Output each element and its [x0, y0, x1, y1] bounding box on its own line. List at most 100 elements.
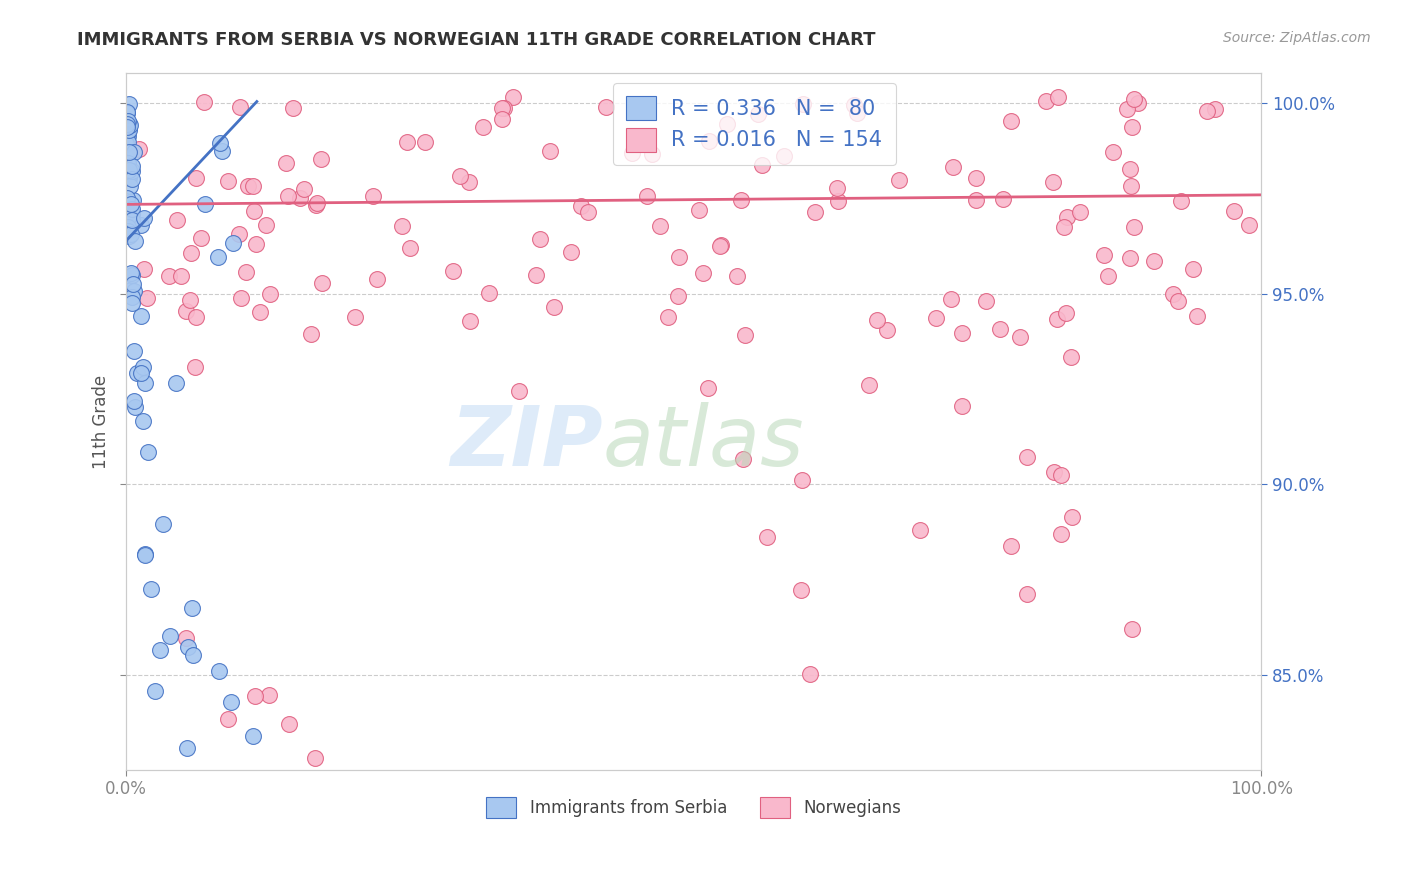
Point: [122, 343, 145, 358]
Point: [117, 191, 139, 205]
Point: [1170, 194, 1192, 208]
Point: [858, 378, 880, 392]
Point: [1121, 623, 1143, 637]
Point: [399, 241, 422, 255]
Point: [845, 105, 868, 120]
Point: [492, 101, 515, 115]
Point: [1069, 204, 1091, 219]
Point: [120, 227, 142, 241]
Text: atlas: atlas: [603, 402, 804, 483]
Point: [942, 160, 965, 174]
Point: [217, 174, 239, 188]
Point: [710, 238, 733, 252]
Point: [1167, 293, 1189, 308]
Point: [560, 244, 582, 259]
Point: [176, 640, 198, 655]
Point: [121, 296, 143, 310]
Point: [115, 118, 138, 132]
Point: [950, 326, 973, 340]
Point: [641, 146, 664, 161]
Point: [650, 219, 672, 233]
Point: [242, 178, 264, 193]
Point: [222, 236, 245, 251]
Point: [121, 159, 143, 173]
Point: [1101, 145, 1123, 160]
Point: [245, 237, 267, 252]
Point: [1122, 92, 1144, 106]
Point: [165, 376, 187, 391]
Point: [117, 114, 139, 128]
Point: [159, 629, 181, 643]
Point: [238, 178, 260, 193]
Point: [804, 205, 827, 219]
Point: [1187, 309, 1209, 323]
Point: [413, 135, 436, 149]
Point: [668, 251, 690, 265]
Point: [254, 218, 277, 232]
Point: [134, 548, 156, 562]
Point: [128, 142, 150, 156]
Point: [309, 152, 332, 166]
Point: [118, 122, 141, 136]
Point: [363, 188, 385, 202]
Point: [311, 276, 333, 290]
Point: [491, 102, 513, 116]
Point: [543, 300, 565, 314]
Point: [117, 170, 139, 185]
Point: [529, 231, 551, 245]
Point: [157, 268, 180, 283]
Point: [149, 642, 172, 657]
Point: [747, 106, 769, 120]
Point: [125, 366, 148, 380]
Point: [115, 115, 138, 129]
Point: [115, 104, 138, 119]
Point: [472, 120, 495, 134]
Point: [595, 100, 617, 114]
Point: [129, 366, 152, 380]
Point: [207, 250, 229, 264]
Point: [166, 213, 188, 227]
Point: [866, 313, 889, 327]
Point: [115, 136, 138, 151]
Point: [1035, 94, 1057, 108]
Point: [118, 171, 141, 186]
Point: [1121, 120, 1143, 135]
Point: [305, 197, 328, 211]
Point: [194, 197, 217, 211]
Point: [1000, 114, 1022, 128]
Point: [117, 117, 139, 131]
Point: [118, 179, 141, 194]
Point: [441, 263, 464, 277]
Point: [186, 170, 208, 185]
Point: [731, 451, 754, 466]
Point: [143, 684, 166, 698]
Point: [288, 191, 311, 205]
Point: [772, 149, 794, 163]
Point: [876, 323, 898, 337]
Point: [121, 213, 143, 227]
Point: [176, 741, 198, 756]
Point: [121, 268, 143, 282]
Point: [578, 205, 600, 219]
Point: [458, 314, 481, 328]
Point: [751, 158, 773, 172]
Point: [115, 120, 138, 134]
Point: [179, 293, 201, 308]
Point: [1128, 95, 1150, 110]
Point: [118, 120, 141, 135]
Point: [1049, 526, 1071, 541]
Point: [138, 445, 160, 459]
Point: [1143, 254, 1166, 268]
Point: [118, 97, 141, 112]
Point: [117, 156, 139, 170]
Point: [991, 193, 1014, 207]
Point: [174, 632, 197, 646]
Point: [344, 310, 367, 325]
Point: [132, 262, 155, 277]
Text: IMMIGRANTS FROM SERBIA VS NORWEGIAN 11TH GRADE CORRELATION CHART: IMMIGRANTS FROM SERBIA VS NORWEGIAN 11TH…: [77, 31, 876, 49]
Point: [120, 283, 142, 297]
Point: [115, 127, 138, 141]
Text: ZIP: ZIP: [450, 402, 603, 483]
Y-axis label: 11th Grade: 11th Grade: [93, 375, 110, 468]
Point: [121, 289, 143, 303]
